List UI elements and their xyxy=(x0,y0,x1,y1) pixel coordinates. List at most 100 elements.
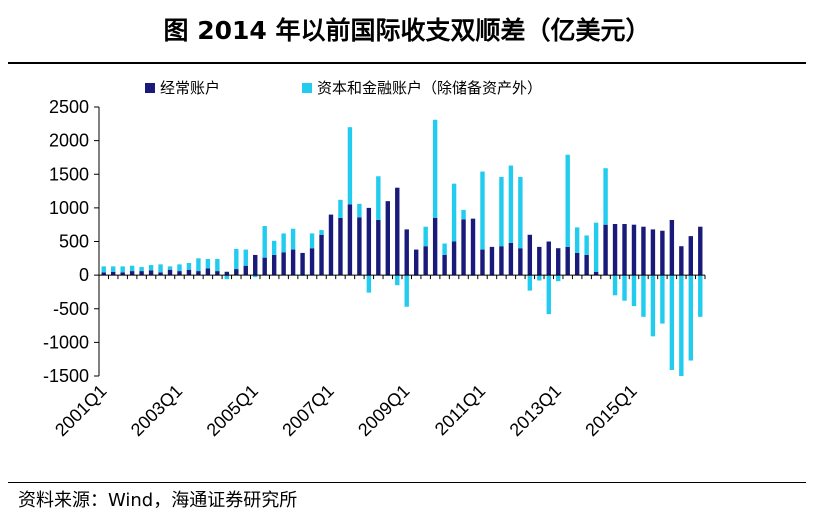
bar-current-account-2005Q1 xyxy=(253,254,258,276)
bar-current-account-2014Q1 xyxy=(593,271,599,276)
bar-current-account-2003Q2 xyxy=(186,269,192,276)
bars xyxy=(101,119,703,377)
bar-capital-account-2010Q2 xyxy=(451,183,457,242)
bar-current-account-2007Q2 xyxy=(338,217,343,276)
bar-capital-account-2011Q3 xyxy=(499,176,504,247)
bar-current-account-2001Q2 xyxy=(111,271,116,276)
bar-capital-account-2005Q1 xyxy=(253,275,258,278)
bar-current-account-2007Q1 xyxy=(328,214,334,276)
bar-capital-account-2014Q1 xyxy=(593,222,599,272)
bar-current-account-2012Q1 xyxy=(518,248,523,276)
bar-current-account-2001Q3 xyxy=(120,272,125,276)
bar-capital-account-2002Q2 xyxy=(148,265,154,271)
y-tick-label: -1500 xyxy=(43,366,89,386)
bar-current-account-2011Q1 xyxy=(480,249,485,276)
bar-current-account-2003Q4 xyxy=(205,268,211,276)
bar-capital-account-2014Q2 xyxy=(603,168,608,225)
bar-capital-account-2011Q1 xyxy=(480,171,485,250)
bar-capital-account-2010Q3 xyxy=(461,209,466,220)
x-tick-label: 2009Q1 xyxy=(354,381,413,440)
bar-capital-account-2013Q2 xyxy=(565,154,570,247)
bar-current-account-2015Q3 xyxy=(650,229,656,276)
bar-current-account-2006Q4 xyxy=(319,234,324,276)
legend-label-capital-account: 资本和金融账户（除储备资产外） xyxy=(317,79,542,97)
bar-current-account-2001Q4 xyxy=(129,271,135,276)
bar-capital-account-2008Q1 xyxy=(366,275,372,293)
bar-capital-account-2010Q1 xyxy=(442,243,447,255)
bar-current-account-2011Q2 xyxy=(489,246,495,276)
bar-current-account-2004Q1 xyxy=(215,271,220,276)
bar-current-account-2013Q2 xyxy=(565,246,570,276)
bar-capital-account-2002Q1 xyxy=(139,267,144,272)
bar-current-account-2008Q2 xyxy=(376,219,381,276)
bar-current-account-2012Q4 xyxy=(546,241,551,276)
bar-current-account-2005Q4 xyxy=(281,252,286,276)
bar-capital-account-2015Q1 xyxy=(631,275,637,307)
bar-capital-account-2015Q2 xyxy=(641,275,646,317)
x-tick-label: 2011Q1 xyxy=(431,381,489,439)
y-tick-label: 1000 xyxy=(49,198,89,218)
bar-capital-account-2016Q3 xyxy=(688,275,693,361)
source-note: 资料来源：Wind，海通证券研究所 xyxy=(18,490,298,511)
bar-capital-account-2008Q2 xyxy=(376,176,381,220)
bar-capital-account-2005Q3 xyxy=(271,240,277,255)
x-tick-label: 2015Q1 xyxy=(581,381,640,440)
bar-current-account-2015Q4 xyxy=(660,230,665,276)
x-tick-label: 2005Q1 xyxy=(203,381,262,440)
y-axis: 2500 2000 1500 1000 500 0 -500 -1000 -1500 xyxy=(43,97,100,386)
bar-capital-account-2003Q4 xyxy=(205,258,211,269)
bar-capital-account-2009Q3 xyxy=(423,226,428,247)
bar-capital-account-2016Q4 xyxy=(698,275,703,317)
bar-capital-account-2015Q3 xyxy=(650,275,656,337)
bar-capital-account-2014Q4 xyxy=(622,275,627,301)
bar-current-account-2009Q1 xyxy=(404,229,409,276)
bar-current-account-2001Q1 xyxy=(101,272,106,276)
y-tick-label: 1500 xyxy=(49,164,89,184)
legend-swatch-current-account xyxy=(145,83,155,93)
bar-capital-account-2003Q2 xyxy=(186,263,192,270)
bar-current-account-2005Q3 xyxy=(271,254,277,276)
bar-capital-account-2007Q3 xyxy=(347,127,353,205)
bar-current-account-2012Q3 xyxy=(537,246,542,276)
y-tick-label: -500 xyxy=(53,299,89,319)
bar-capital-account-2001Q2 xyxy=(111,266,116,272)
bar-current-account-2014Q2 xyxy=(603,224,608,276)
bar-current-account-2014Q4 xyxy=(622,224,627,276)
bar-current-account-2016Q4 xyxy=(698,226,703,276)
bar-capital-account-2005Q4 xyxy=(281,233,286,253)
bar-current-account-2006Q2 xyxy=(300,252,305,276)
bar-capital-account-2016Q2 xyxy=(679,275,684,377)
bar-current-account-2011Q3 xyxy=(499,246,504,276)
bar-capital-account-2004Q4 xyxy=(243,249,248,266)
bar-current-account-2004Q3 xyxy=(234,269,239,276)
bar-capital-account-2008Q4 xyxy=(395,275,400,286)
y-tick-label: 2000 xyxy=(49,131,89,151)
bar-current-account-2004Q4 xyxy=(243,265,248,276)
bar-capital-account-2014Q3 xyxy=(612,275,618,296)
bar-current-account-2013Q3 xyxy=(574,252,580,276)
bar-capital-account-2002Q4 xyxy=(167,266,173,270)
bar-capital-account-2013Q4 xyxy=(584,235,589,255)
bar-current-account-2005Q2 xyxy=(262,257,267,276)
bar-current-account-2003Q3 xyxy=(196,271,201,276)
x-axis: 2001Q1 2003Q1 2005Q1 2007Q1 2009Q1 2011Q1 2013… xyxy=(51,274,706,440)
bar-current-account-2012Q2 xyxy=(527,234,533,276)
y-tick-label: 500 xyxy=(59,232,89,252)
x-tick-label: 2013Q1 xyxy=(506,381,565,440)
legend-swatch-capital-account xyxy=(302,83,312,93)
title-rule xyxy=(8,62,806,64)
bar-current-account-2010Q4 xyxy=(470,218,476,276)
bar-current-account-2006Q3 xyxy=(309,248,315,276)
bar-capital-account-2012Q2 xyxy=(527,275,533,291)
x-tick-label: 2007Q1 xyxy=(278,381,337,440)
bar-capital-account-2016Q1 xyxy=(669,275,675,370)
chart-title: 图 2014 年以前国际收支双顺差（亿美元） xyxy=(163,16,651,45)
bar-capital-account-2013Q3 xyxy=(574,227,580,253)
bar-current-account-2007Q3 xyxy=(347,204,353,276)
bar-current-account-2008Q1 xyxy=(366,207,372,276)
bar-capital-account-2011Q4 xyxy=(508,165,514,243)
footer-rule xyxy=(8,482,806,483)
bar-capital-account-2012Q1 xyxy=(518,176,523,249)
bar-current-account-2013Q4 xyxy=(584,254,589,276)
